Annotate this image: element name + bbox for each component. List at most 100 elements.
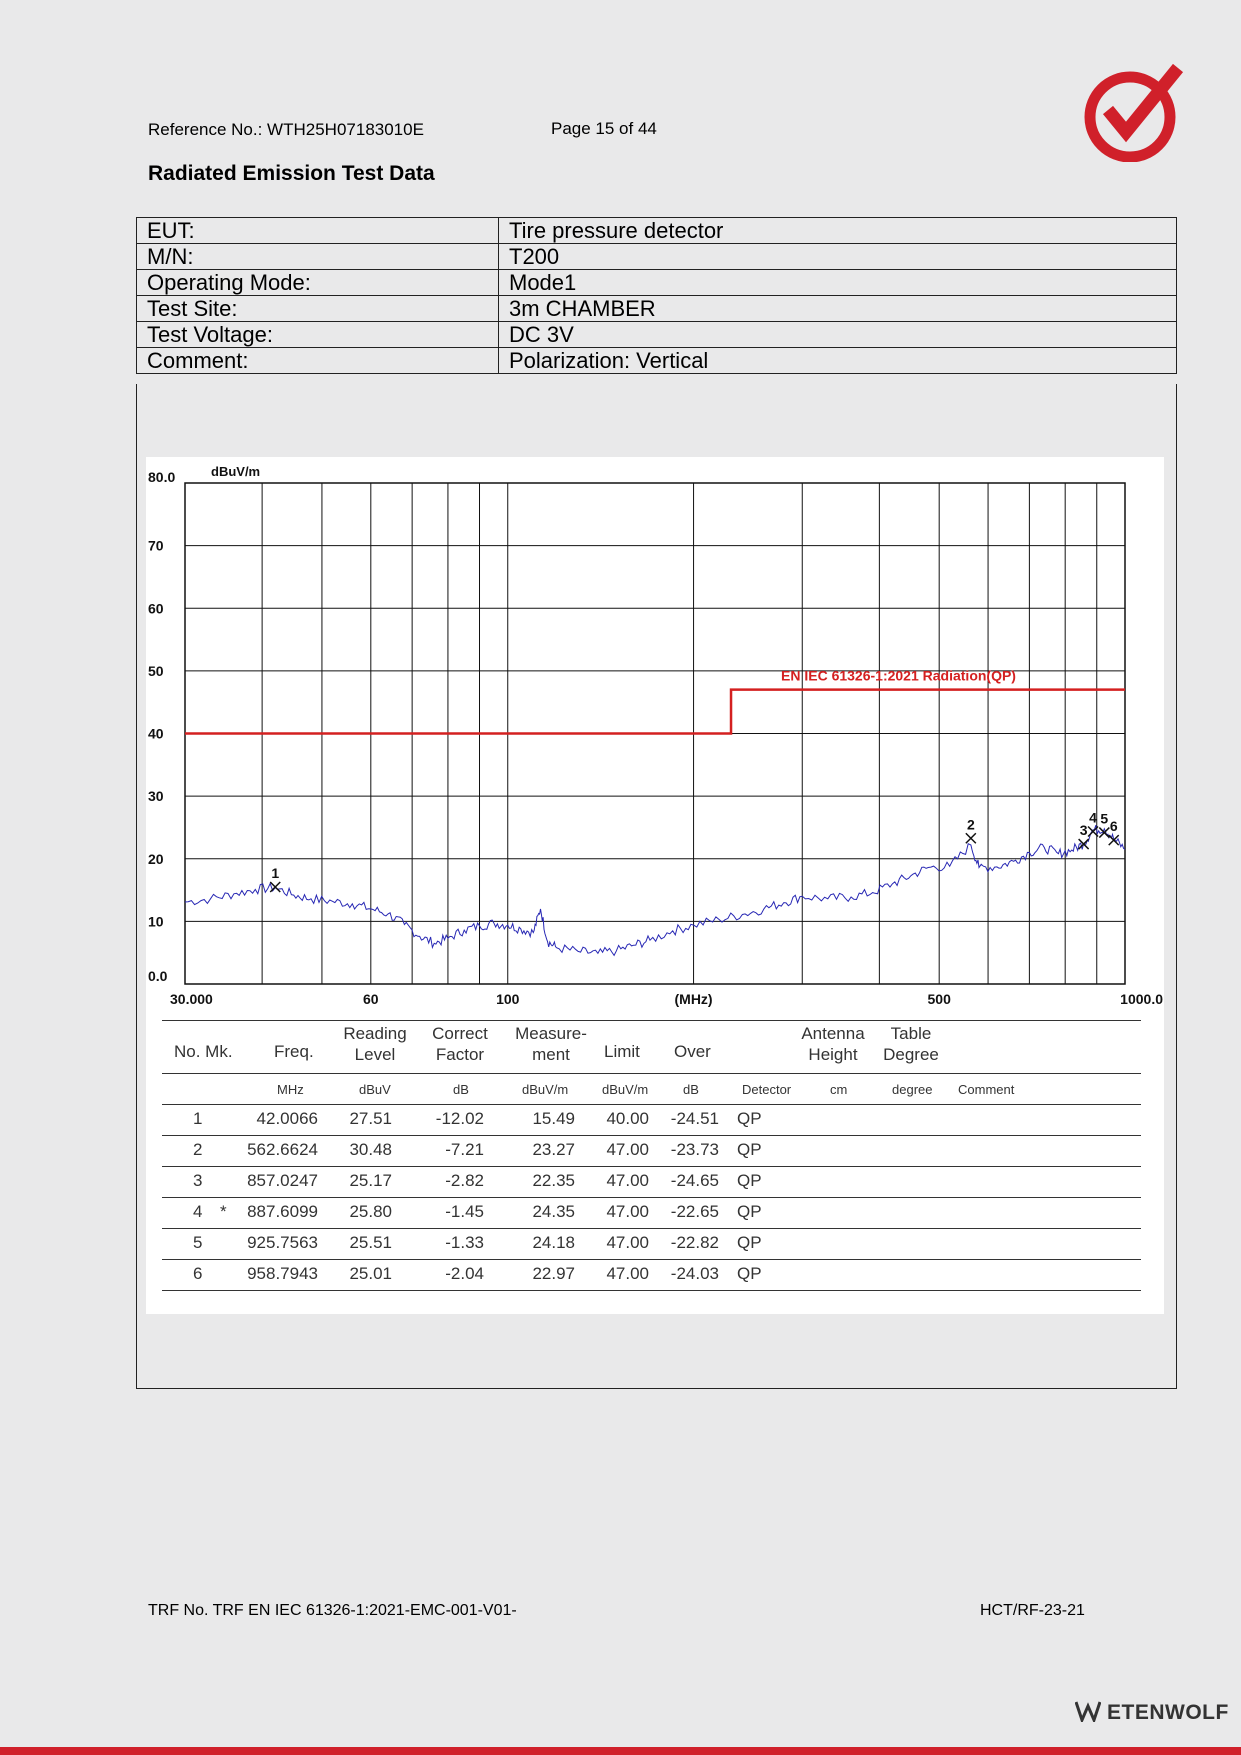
marker-x	[1098, 827, 1110, 839]
info-value: 3m CHAMBER	[498, 295, 1177, 322]
y-tick-label: 50	[148, 663, 164, 679]
header-correct: Correct Factor	[432, 1024, 488, 1064]
x-tick-label: 60	[363, 991, 379, 1007]
cell-correct: -12.02	[435, 1109, 484, 1128]
cell-no: 3	[193, 1171, 203, 1190]
y-tick-label: 40	[148, 726, 164, 742]
marker-x	[1078, 838, 1090, 850]
unit-comment: Comment	[958, 1082, 1015, 1097]
header-freq: Freq.	[274, 1042, 314, 1061]
y-axis-unit-label: dBuV/m	[211, 464, 260, 479]
info-key: Comment:	[136, 347, 499, 374]
header-measurement: Measure-ment	[515, 1024, 587, 1064]
y-tick-label: 20	[148, 851, 164, 867]
info-row: M/N: T200	[136, 243, 1177, 270]
results-header-row: No. Mk. Freq. Reading Level Correct Factor…	[162, 1020, 1141, 1074]
header-antenna: Antenna Height	[801, 1024, 865, 1064]
page-title: Radiated Emission Test Data	[148, 162, 435, 185]
y-tick-label: 0.0	[148, 968, 168, 984]
cell-detector: QP	[737, 1264, 762, 1283]
marker-x	[965, 832, 977, 844]
y-tick-label: 70	[148, 538, 164, 554]
cell-over: -22.82	[670, 1233, 719, 1252]
marker-label: 2	[967, 816, 975, 832]
info-key: Test Site:	[136, 295, 499, 322]
cell-measure: 24.35	[532, 1202, 575, 1221]
cell-limit: 47.00	[606, 1264, 649, 1283]
cell-limit: 47.00	[606, 1202, 649, 1221]
cell-freq: 958.7943	[247, 1264, 318, 1283]
y-tick-label: 80.0	[148, 469, 175, 485]
x-tick-label: 30.000	[170, 991, 213, 1007]
table-row: 5 925.7563 25.51 -1.33 24.18 47.00 -22.82 QP	[162, 1229, 1141, 1260]
y-tick-label: 10	[148, 913, 164, 929]
cell-detector: QP	[737, 1140, 762, 1159]
brand-logo-icon	[1080, 62, 1190, 163]
marker-label: 3	[1080, 822, 1088, 838]
cell-freq: 925.7563	[247, 1233, 318, 1252]
unit-correct: dB	[453, 1082, 469, 1097]
unit-antenna: cm	[830, 1082, 848, 1097]
info-key: Test Voltage:	[136, 321, 499, 348]
table-row: 3 857.0247 25.17 -2.82 22.35 47.00 -24.65 QP	[162, 1167, 1141, 1198]
radiated-emission-chart: 0.0 10 20 30 40 50 60 70 80.0 dBuV/m 30.000 60 100 50…	[148, 464, 1163, 1007]
header-over: Over	[674, 1042, 711, 1061]
footer-red-bar	[0, 1747, 1241, 1755]
x-tick-label: 500	[928, 991, 952, 1007]
info-value: Tire pressure detector	[498, 217, 1177, 244]
info-row: Test Voltage: DC 3V	[136, 321, 1177, 348]
results-units-row: MHz dBuV dB dBuV/m dBuV/m dB Detector cm…	[162, 1074, 1141, 1105]
cell-correct: -1.45	[445, 1202, 484, 1221]
cell-reading: 25.17	[349, 1171, 392, 1190]
cell-over: -24.03	[670, 1264, 719, 1283]
info-value: T200	[498, 243, 1177, 270]
cell-correct: -2.04	[445, 1264, 484, 1283]
cell-measure: 24.18	[532, 1233, 575, 1252]
cell-reading: 25.51	[349, 1233, 392, 1252]
cell-limit: 47.00	[606, 1140, 649, 1159]
marker-x	[1108, 834, 1120, 846]
cell-freq: 887.6099	[247, 1202, 318, 1221]
cell-no: 5	[193, 1233, 203, 1252]
cell-mk: *	[220, 1202, 227, 1221]
cell-detector: QP	[737, 1202, 762, 1221]
unit-detector: Detector	[742, 1082, 792, 1097]
page-number: Page 15 of 44	[551, 119, 657, 138]
cell-correct: -1.33	[445, 1233, 484, 1252]
cell-freq: 562.6624	[247, 1140, 318, 1159]
marker-label: 4	[1089, 810, 1097, 826]
header-limit: Limit	[604, 1042, 640, 1061]
table-row: 1 42.0066 27.51 -12.02 15.49 40.00 -24.51 QP	[162, 1105, 1141, 1136]
cell-measure: 23.27	[532, 1140, 575, 1159]
cell-freq: 857.0247	[247, 1171, 318, 1190]
cell-reading: 25.01	[349, 1264, 392, 1283]
cell-reading: 27.51	[349, 1109, 392, 1128]
cell-correct: -7.21	[445, 1140, 484, 1159]
info-key: Operating Mode:	[136, 269, 499, 296]
info-row: Operating Mode: Mode1	[136, 269, 1177, 296]
cell-reading: 30.48	[349, 1140, 392, 1159]
marker-label: 6	[1110, 818, 1118, 834]
unit-reading: dBuV	[359, 1082, 391, 1097]
unit-freq: MHz	[277, 1082, 304, 1097]
cell-measure: 15.49	[532, 1109, 575, 1128]
cell-over: -24.65	[670, 1171, 719, 1190]
trf-number: TRF No. TRF EN IEC 61326-1:2021-EMC-001-…	[148, 1602, 517, 1619]
info-value: DC 3V	[498, 321, 1177, 348]
unit-measure: dBuV/m	[522, 1082, 569, 1097]
cell-detector: QP	[737, 1171, 762, 1190]
table-row: 4 * 887.6099 25.80 -1.45 24.35 47.00 -22.65 QP	[162, 1198, 1141, 1229]
y-tick-label: 60	[148, 600, 164, 616]
cell-no: 2	[193, 1140, 203, 1159]
marker-x	[1087, 825, 1099, 838]
cell-reading: 25.80	[349, 1202, 392, 1221]
measurement-trace	[184, 825, 1126, 957]
cell-no: 6	[193, 1264, 203, 1283]
x-tick-label: 100	[496, 991, 520, 1007]
cell-correct: -2.82	[445, 1171, 484, 1190]
etenwolf-logo-icon	[1074, 1701, 1102, 1725]
cell-limit: 47.00	[606, 1171, 649, 1190]
brand-name: ETENWOLF	[1107, 1701, 1229, 1724]
marker-label: 1	[271, 865, 279, 881]
marker-x	[269, 881, 281, 893]
